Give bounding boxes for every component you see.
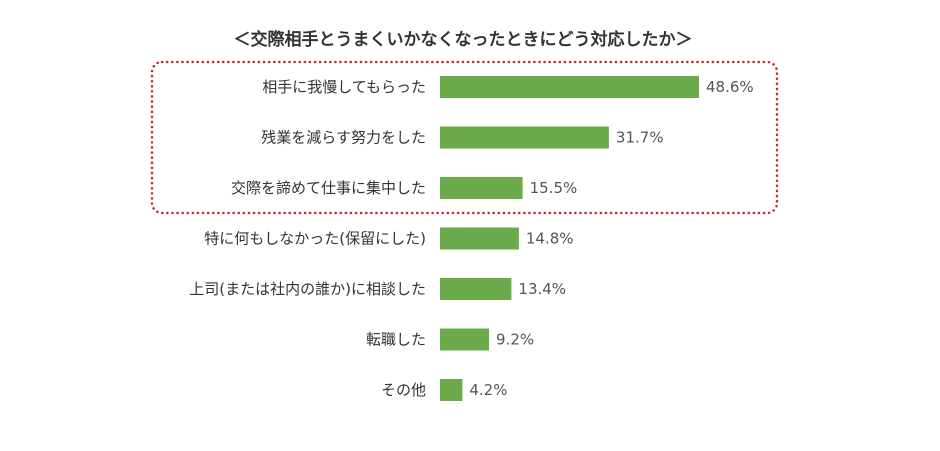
bar xyxy=(440,126,609,149)
category-label: 交際を諦めて仕事に集中した xyxy=(231,179,426,197)
bar xyxy=(440,379,463,401)
bar xyxy=(440,76,699,98)
bar xyxy=(440,227,519,250)
category-label: 上司(または社内の誰か)に相談した xyxy=(189,280,426,298)
category-label: 相手に我慢してもらった xyxy=(262,78,426,96)
category-label: 特に何もしなかった(保留にした) xyxy=(204,230,426,248)
bars-layer: 相手に我慢してもらった 48.6% 残業を減らす努力をした 31.7% 交際を諦めて仕事… xyxy=(189,76,754,401)
value-label: 14.8% xyxy=(526,230,574,248)
value-label: 48.6% xyxy=(706,78,754,96)
value-label: 15.5% xyxy=(530,179,578,197)
highlight-box xyxy=(150,60,779,215)
category-label: 残業を減らす努力をした xyxy=(261,129,426,147)
value-label: 4.2% xyxy=(469,381,507,399)
value-label: 9.2% xyxy=(496,331,534,349)
bar xyxy=(440,177,523,199)
category-label: その他 xyxy=(381,381,426,399)
value-label: 13.4% xyxy=(518,280,566,298)
chart-title: ＜交際相手とうまくいかなくなったときにどう対応したか＞ xyxy=(234,29,693,50)
bar xyxy=(440,278,512,300)
bar xyxy=(440,328,490,351)
category-label: 転職した xyxy=(366,331,426,349)
value-label: 31.7% xyxy=(616,129,664,147)
